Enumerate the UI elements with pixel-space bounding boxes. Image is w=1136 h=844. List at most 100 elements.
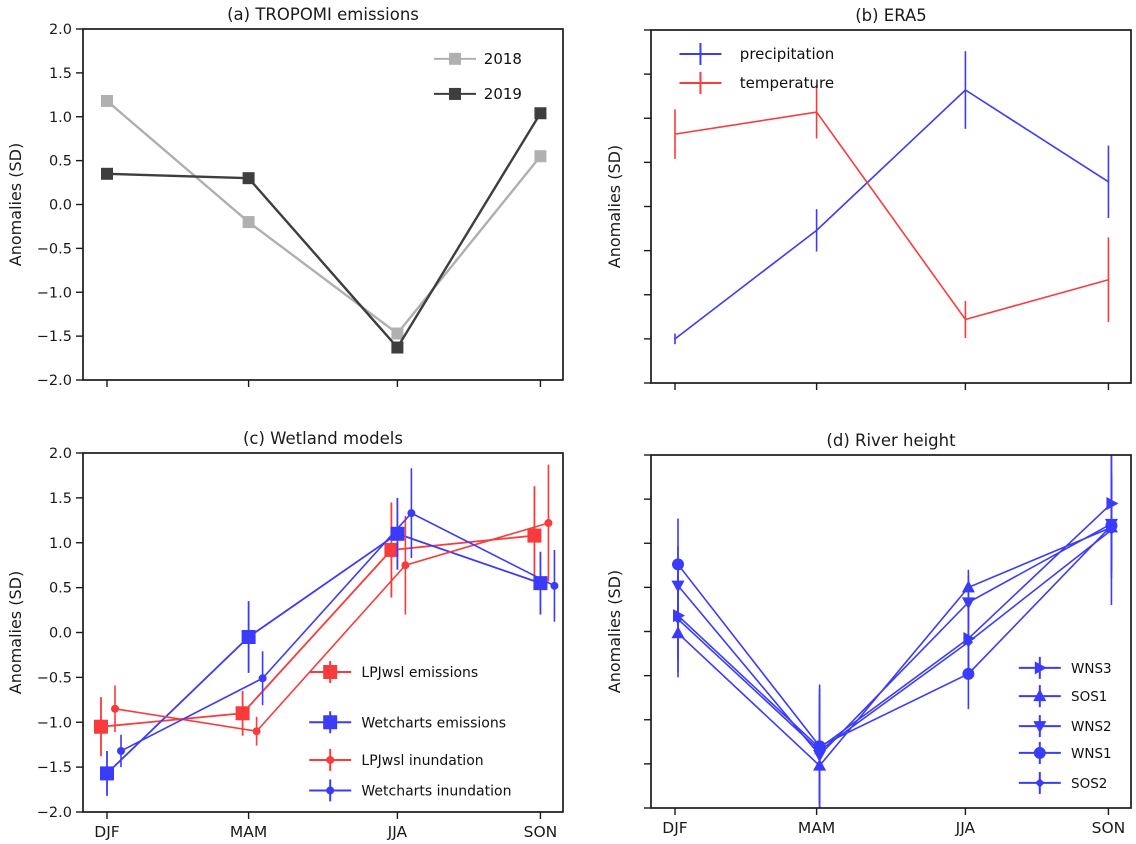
legend-marker-wns3 [1034, 661, 1047, 675]
y-tick-label: 2.0 [49, 446, 72, 462]
y-tick-label: −1.5 [37, 329, 72, 345]
y-tick-label: 0.5 [49, 581, 72, 597]
legend-item-2019: 2019 [434, 85, 522, 103]
series-wetcharts-emissions-marker-djf [100, 766, 114, 781]
x-tick-label-jja: JJA [387, 823, 408, 841]
series-lpjwsl-emissions-marker-djf [94, 719, 108, 734]
series-wetcharts-emissions-marker-jja [390, 526, 405, 541]
series-2018-marker-son [534, 150, 547, 163]
y-tick-label: −1.0 [37, 715, 72, 731]
legend-marker-wetcharts-emissions [323, 715, 338, 730]
series-2019-marker-mam [242, 172, 255, 185]
series-wns3-line [677, 502, 1112, 750]
series-2018-marker-djf [101, 94, 113, 107]
series-lpjwsl-emissions-line [100, 534, 535, 728]
legend-label-sos1: SOS1 [1071, 689, 1107, 705]
series-wetcharts-inundation-marker-mam [258, 674, 267, 683]
series-2018-marker-jja [391, 327, 404, 340]
panel-b-y-axis-label: Anomalies (SD) [605, 145, 624, 268]
series-lpjwsl-emissions-marker-mam [235, 706, 250, 721]
panel-a: (a) TROPOMI emissions Anomalies (SD) −2.0 −… [6, 5, 564, 389]
panel-c-axes-frame [82, 452, 564, 813]
legend-item-wns1: WNS1 [1018, 741, 1112, 764]
series-lpjwsl-inundation-marker-son [544, 519, 553, 528]
legend-marker-2018 [449, 52, 461, 65]
series-wns2-line [677, 523, 1112, 757]
y-tick-label: 0.0 [49, 198, 72, 214]
legend-label-temperature: temperature [740, 74, 834, 92]
legend-item-sos2: SOS2 [1018, 771, 1107, 794]
legend-label-wns3: WNS3 [1071, 661, 1112, 677]
panel-c-y-axis-label: Anomalies (SD) [6, 571, 25, 694]
series-2018-marker-mam [242, 216, 255, 229]
panel-a-plot-area [101, 94, 547, 354]
series-wetcharts-emissions-marker-mam [241, 629, 256, 644]
y-tick-label: −2.0 [37, 373, 72, 389]
y-tick-label: 2.0 [49, 22, 72, 38]
series-2019-marker-jja [391, 341, 404, 354]
panel-a-y-axis-label: Anomalies (SD) [6, 143, 25, 266]
panel-a-title: (a) TROPOMI emissions [227, 5, 419, 24]
series-lpjwsl-emissions-marker-son [527, 528, 542, 543]
series-lpjwsl-inundation-marker-jja [401, 561, 410, 570]
legend-label-sos2: SOS2 [1071, 776, 1107, 792]
series-2019-marker-djf [101, 167, 113, 180]
series-wetcharts-inundation-marker-son [550, 581, 559, 590]
legend-label-2019: 2019 [484, 85, 522, 103]
series-wetcharts-emissions-line [106, 532, 541, 775]
legend-marker-2019 [449, 87, 461, 100]
legend-item-wns3: WNS3 [1018, 656, 1112, 679]
x-tick-label-djf: DJF [94, 823, 120, 841]
y-tick-label: 0.5 [49, 154, 72, 170]
x-tick-label-mam: MAM [798, 819, 835, 837]
legend-marker-sos1 [1033, 689, 1047, 702]
legend-item-wetcharts-inundation: Wetcharts inundation [309, 779, 511, 802]
series-lpjwsl-inundation-marker-mam [252, 727, 261, 736]
panel-a-axes-frame [82, 28, 564, 381]
legend-label-lpjwsl-inundation: LPJwsl inundation [361, 753, 483, 769]
panel-d-axes-frame [650, 454, 1132, 809]
legend-item-wetcharts-emissions: Wetcharts emissions [309, 711, 506, 734]
legend-marker-wns2 [1033, 721, 1047, 734]
x-tick-label-son: SON [1092, 819, 1126, 837]
legend-label-precipitation: precipitation [740, 45, 835, 63]
panel-a-legend: 2018 2019 [434, 50, 522, 103]
y-tick-label: −2.0 [37, 805, 72, 821]
y-tick-label: 1.0 [49, 110, 72, 126]
legend-marker-sos2 [1035, 778, 1045, 788]
y-tick-label: 1.0 [49, 536, 72, 552]
panel-b-axes-frame [650, 29, 1132, 384]
series-lpjwsl-emissions-marker-jja [384, 542, 399, 557]
series-wetcharts-inundation-marker-jja [407, 509, 416, 518]
panel-c-title: (c) Wetland models [243, 429, 403, 448]
legend-item-sos1: SOS1 [1018, 685, 1107, 708]
x-tick-label-mam: MAM [230, 823, 267, 841]
y-tick-label: −1.0 [37, 285, 72, 301]
legend-item-lpjwsl-emissions: LPJwsl emissions [309, 660, 478, 683]
series-wetcharts-inundation-line [120, 512, 555, 752]
panel-c-plot-area [94, 464, 559, 796]
legend-label-wns1: WNS1 [1071, 746, 1112, 762]
panel-d-plot-area [671, 455, 1119, 808]
legend-marker-lpjwsl-emissions [323, 664, 338, 679]
legend-label-wetcharts-emissions: Wetcharts emissions [361, 715, 506, 731]
series-sos2-line [677, 529, 1112, 752]
legend-item-2018: 2018 [434, 50, 522, 68]
panel-b-plot-area [674, 51, 1110, 345]
y-tick-label: 0.0 [49, 626, 72, 642]
y-tick-label: 1.5 [49, 491, 72, 507]
legend-label-lpjwsl-emissions: LPJwsl emissions [361, 665, 478, 681]
series-sos2-marker-mam [814, 745, 825, 756]
series-sos2-marker-jja [963, 637, 974, 647]
series-precipitation-line [674, 88, 1109, 340]
panel-d-y-axis-label: Anomalies (SD) [605, 570, 624, 693]
panel-c: (c) Wetland models Anomalies (SD) −2.0 −1.5… [6, 429, 564, 841]
x-tick-label-djf: DJF [662, 819, 688, 837]
y-tick-label: 1.5 [49, 66, 72, 82]
y-tick-label: −1.5 [37, 760, 72, 776]
series-2019-marker-son [534, 107, 547, 120]
y-tick-label: −0.5 [37, 670, 72, 686]
series-wetcharts-inundation-marker-djf [117, 746, 125, 755]
